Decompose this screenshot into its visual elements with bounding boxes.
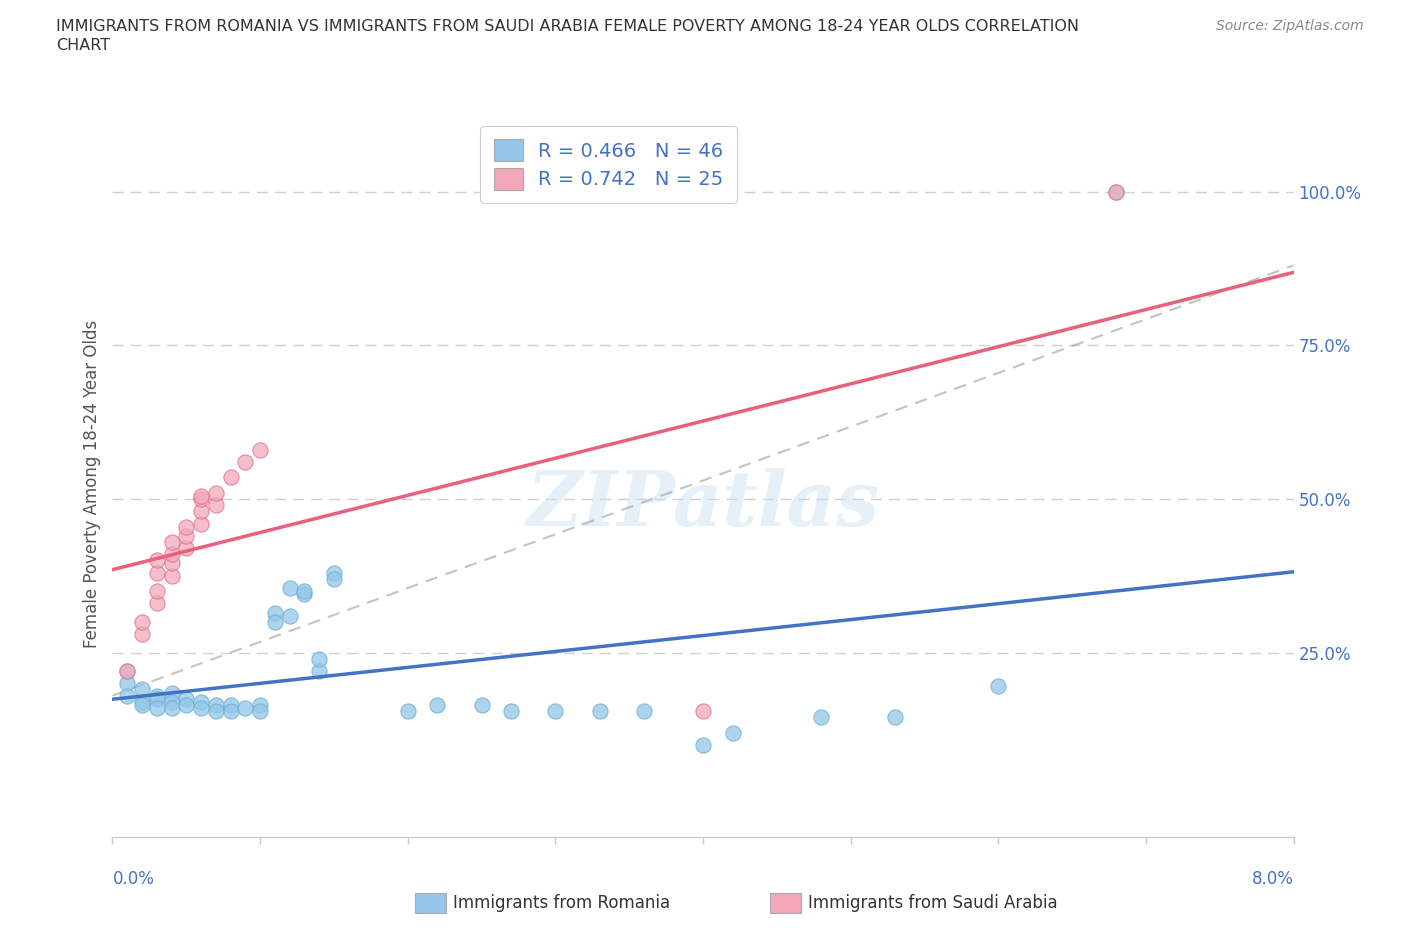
Point <box>117 688 138 703</box>
Point <box>174 528 197 543</box>
Point <box>205 498 228 512</box>
Point <box>117 676 138 691</box>
Point <box>146 700 169 715</box>
Point <box>219 704 242 719</box>
Point <box>471 698 494 712</box>
Point <box>233 700 256 715</box>
Point <box>131 627 153 642</box>
Point <box>308 651 330 666</box>
Point <box>146 553 169 568</box>
Point <box>131 695 153 710</box>
Point <box>264 615 287 630</box>
Y-axis label: Female Poverty Among 18-24 Year Olds: Female Poverty Among 18-24 Year Olds <box>83 320 101 647</box>
Point <box>692 737 714 752</box>
Point <box>278 608 301 623</box>
Point <box>160 700 183 715</box>
Point <box>249 698 271 712</box>
Point <box>692 704 714 719</box>
Point <box>633 704 655 719</box>
Point <box>117 664 138 679</box>
Point <box>174 540 197 555</box>
Point <box>131 682 153 697</box>
Point <box>190 516 212 531</box>
Point <box>249 704 271 719</box>
Point <box>292 587 315 602</box>
Point <box>278 580 301 595</box>
Point <box>1105 184 1128 199</box>
Point <box>323 571 346 586</box>
Point <box>190 700 212 715</box>
Point <box>160 568 183 583</box>
Legend: R = 0.466   N = 46, R = 0.742   N = 25: R = 0.466 N = 46, R = 0.742 N = 25 <box>479 126 737 203</box>
Point <box>146 691 169 706</box>
Text: 0.0%: 0.0% <box>112 870 155 887</box>
Point <box>396 704 419 719</box>
Point <box>588 704 610 719</box>
Point <box>160 535 183 550</box>
Text: Source: ZipAtlas.com: Source: ZipAtlas.com <box>1216 19 1364 33</box>
Point <box>308 664 330 679</box>
Point <box>174 691 197 706</box>
Point <box>721 725 744 740</box>
Point <box>190 488 212 503</box>
Point <box>323 565 346 580</box>
Point <box>219 470 242 485</box>
Point <box>117 664 138 679</box>
Point <box>174 698 197 712</box>
Point <box>160 547 183 562</box>
Point <box>146 688 169 703</box>
Point <box>501 704 523 719</box>
Text: Immigrants from Saudi Arabia: Immigrants from Saudi Arabia <box>808 894 1059 912</box>
Point <box>160 695 183 710</box>
Text: ZIPatlas: ZIPatlas <box>526 468 880 542</box>
Point <box>190 504 212 519</box>
Point <box>219 698 242 712</box>
Point <box>131 615 153 630</box>
Point <box>249 443 271 458</box>
Point <box>160 556 183 571</box>
Point <box>233 455 256 470</box>
Point <box>205 704 228 719</box>
Text: IMMIGRANTS FROM ROMANIA VS IMMIGRANTS FROM SAUDI ARABIA FEMALE POVERTY AMONG 18-: IMMIGRANTS FROM ROMANIA VS IMMIGRANTS FR… <box>56 19 1080 53</box>
Point <box>146 596 169 611</box>
Point <box>810 710 832 724</box>
Point <box>1105 184 1128 199</box>
Point <box>174 519 197 534</box>
Point <box>160 685 183 700</box>
Point <box>146 565 169 580</box>
Point <box>146 584 169 599</box>
Point <box>544 704 567 719</box>
Point <box>205 485 228 500</box>
Point <box>987 679 1010 694</box>
Point <box>190 695 212 710</box>
Point <box>190 492 212 507</box>
Point <box>264 605 287 620</box>
Point <box>131 698 153 712</box>
Text: Immigrants from Romania: Immigrants from Romania <box>453 894 669 912</box>
Point <box>205 698 228 712</box>
Point <box>884 710 907 724</box>
Point <box>426 698 449 712</box>
Point <box>292 584 315 599</box>
Text: 8.0%: 8.0% <box>1251 870 1294 887</box>
